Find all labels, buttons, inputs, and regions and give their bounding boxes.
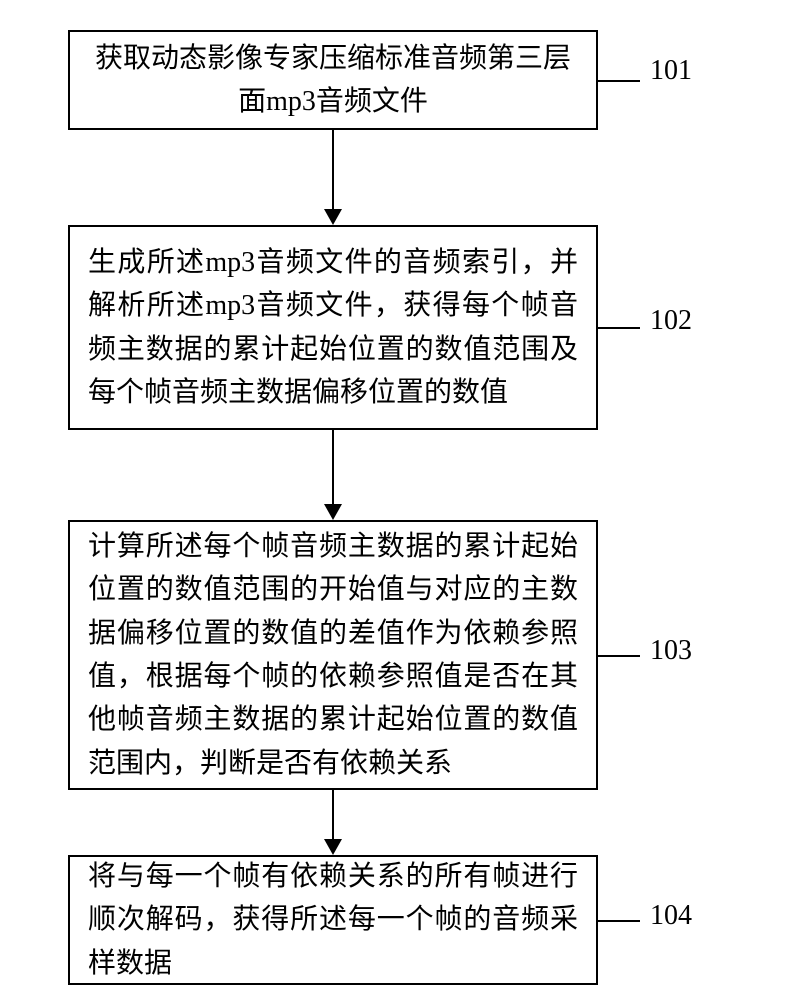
- arrow-head: [324, 209, 342, 225]
- node-label-101: 101: [650, 55, 692, 87]
- arrow-head: [324, 504, 342, 520]
- label-connector-104: [598, 920, 640, 922]
- arrow-line: [332, 130, 334, 210]
- flow-node-102: 生成所述mp3音频文件的音频索引，并解析所述mp3音频文件，获得每个帧音频主数据…: [68, 225, 598, 430]
- arrow-line: [332, 430, 334, 505]
- label-connector-103: [598, 655, 640, 657]
- node-text: 计算所述每个帧音频主数据的累计起始位置的数值范围的开始值与对应的主数据偏移位置的…: [88, 525, 578, 785]
- flow-node-101: 获取动态影像专家压缩标准音频第三层面mp3音频文件: [68, 30, 598, 130]
- node-label-102: 102: [650, 305, 692, 337]
- arrow-head: [324, 839, 342, 855]
- node-label-103: 103: [650, 635, 692, 667]
- label-connector-101: [598, 80, 640, 82]
- flow-node-104: 将与每一个帧有依赖关系的所有帧进行顺次解码，获得所述每一个帧的音频采样数据: [68, 855, 598, 985]
- label-connector-102: [598, 327, 640, 329]
- node-text: 获取动态影像专家压缩标准音频第三层面mp3音频文件: [88, 37, 578, 124]
- node-text: 将与每一个帧有依赖关系的所有帧进行顺次解码，获得所述每一个帧的音频采样数据: [88, 855, 578, 985]
- arrow-line: [332, 790, 334, 840]
- node-label-104: 104: [650, 900, 692, 932]
- flow-node-103: 计算所述每个帧音频主数据的累计起始位置的数值范围的开始值与对应的主数据偏移位置的…: [68, 520, 598, 790]
- node-text: 生成所述mp3音频文件的音频索引，并解析所述mp3音频文件，获得每个帧音频主数据…: [88, 241, 578, 415]
- flowchart-container: 获取动态影像专家压缩标准音频第三层面mp3音频文件 101 生成所述mp3音频文…: [0, 0, 797, 1000]
